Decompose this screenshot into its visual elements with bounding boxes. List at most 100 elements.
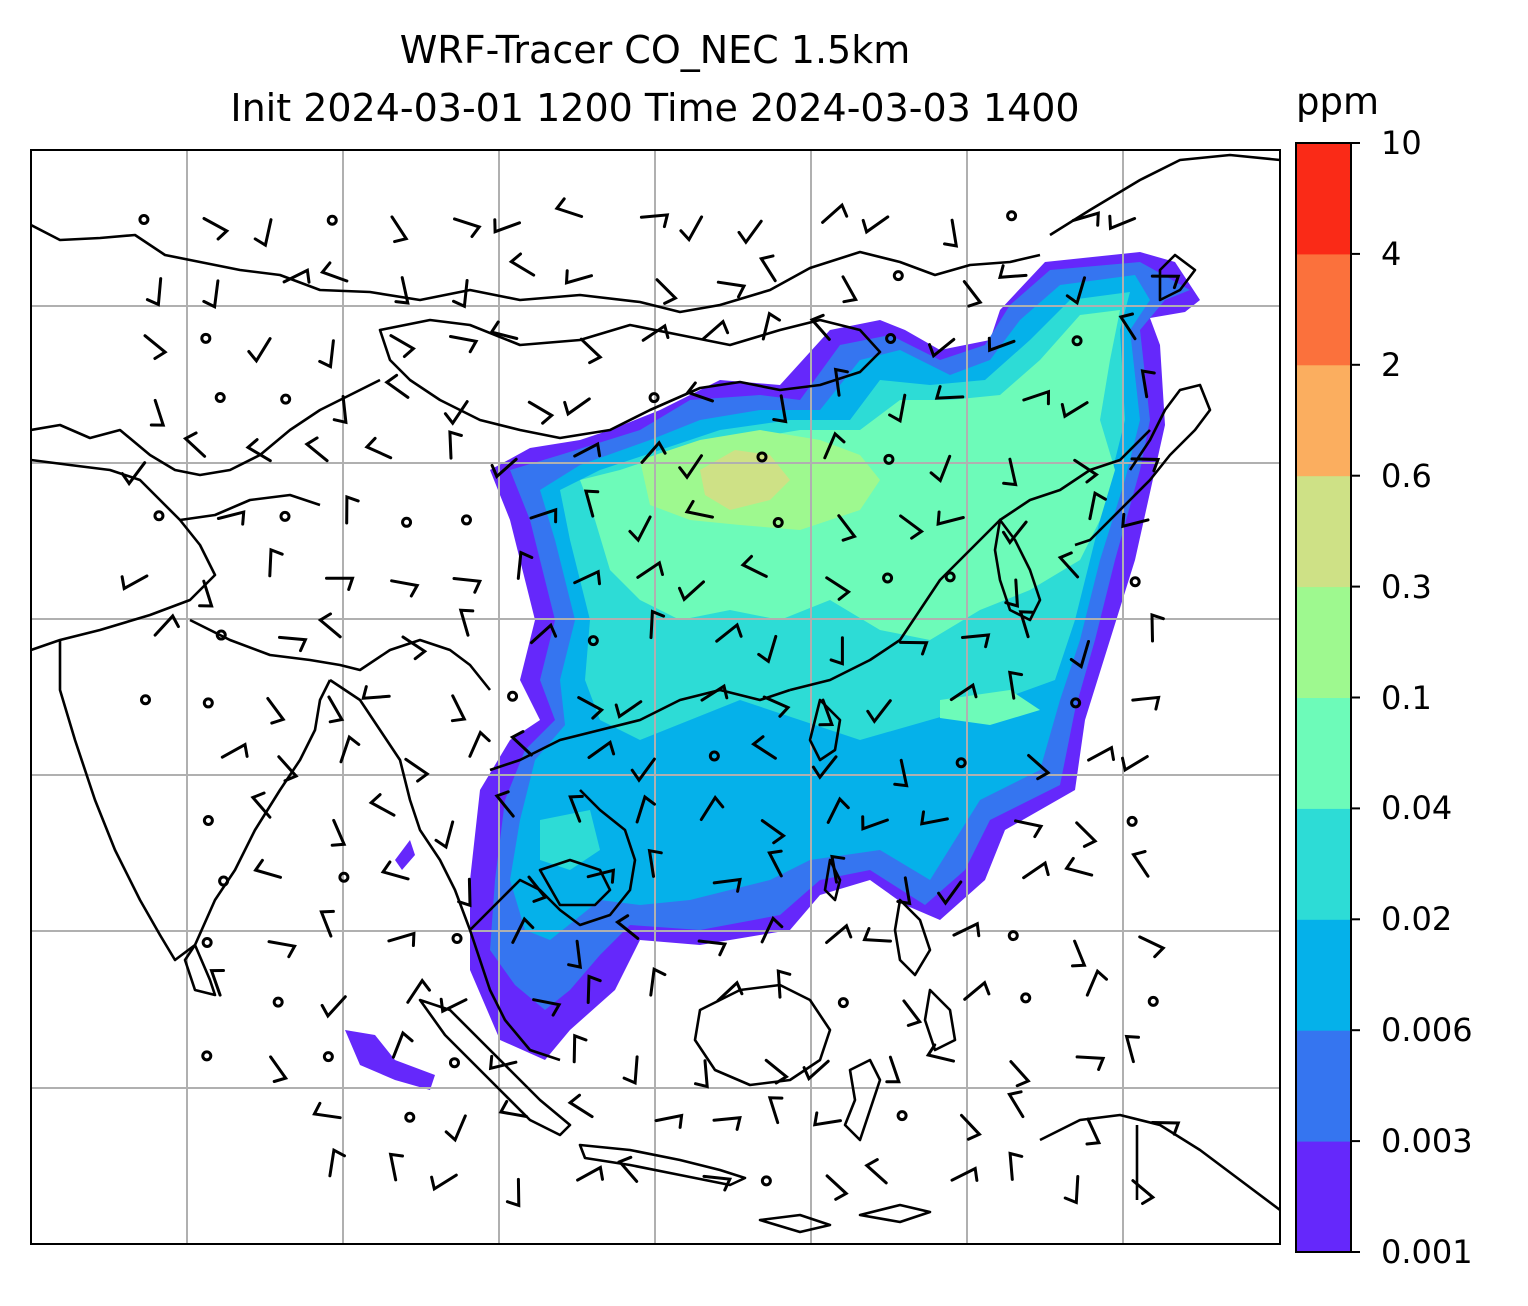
wind-barb	[767, 849, 783, 878]
wind-barb	[861, 215, 890, 235]
calm-wind-marker	[955, 757, 967, 769]
colorbar-tick-label: 0.006	[1381, 1011, 1473, 1050]
colorbar-tick-label: 0.001	[1381, 1233, 1473, 1271]
wind-barb	[1064, 856, 1094, 877]
wind-barb	[304, 436, 329, 463]
wind-barb	[929, 454, 952, 483]
calm-wind-marker	[587, 635, 599, 647]
colorbar-bin	[1296, 143, 1351, 255]
wind-barb	[567, 939, 583, 969]
wind-barb	[361, 685, 391, 700]
calm-wind-marker	[1007, 930, 1019, 942]
wind-barb	[384, 373, 410, 399]
map-title-line-1: WRF-Tracer CO_NEC 1.5km	[399, 28, 911, 72]
colorbar-tick-label: 0.6	[1381, 456, 1432, 495]
wind-barb	[1075, 821, 1098, 848]
wind-barb	[700, 683, 729, 702]
calm-wind-marker	[202, 815, 214, 827]
wind-barb	[1007, 670, 1024, 700]
wind-barb	[508, 252, 536, 277]
map-title-line-2: Init 2024-03-01 1200 Time 2024-03-03 140…	[230, 86, 1080, 130]
wind-barb	[1008, 1151, 1024, 1181]
wind-barb	[740, 554, 768, 578]
wind-barb	[586, 974, 602, 1004]
calm-wind-marker	[138, 213, 150, 225]
wind-barb	[1085, 1117, 1102, 1146]
calm-wind-marker	[708, 750, 720, 762]
calm-wind-marker	[882, 572, 894, 584]
wind-barb	[448, 430, 463, 460]
wind-barb	[387, 931, 416, 947]
calm-wind-marker	[896, 1110, 908, 1122]
calm-wind-marker	[451, 932, 463, 944]
wind-barb	[760, 915, 784, 944]
wind-barb	[1131, 1179, 1156, 1205]
wind-barb	[1085, 968, 1108, 997]
wind-barb	[332, 395, 348, 425]
calm-wind-marker	[837, 997, 849, 1009]
wind-barb	[449, 335, 479, 354]
wind-barb	[576, 1165, 604, 1182]
wind-barb	[701, 319, 730, 341]
calm-wind-marker	[214, 392, 226, 404]
wind-barb	[1018, 610, 1035, 639]
wind-barb	[936, 510, 965, 526]
colorbar-tick-label: 0.02	[1381, 900, 1453, 939]
colorbar-bin	[1296, 808, 1351, 920]
wind-barb	[699, 795, 725, 821]
wind-barb	[1004, 578, 1020, 608]
wind-barb	[829, 636, 844, 666]
wind-barb	[278, 635, 308, 653]
calm-wind-marker	[1071, 335, 1083, 347]
wind-barb	[715, 622, 743, 643]
wind-barb	[1124, 1034, 1140, 1064]
calm-wind-marker	[460, 514, 472, 526]
wind-barb	[198, 579, 214, 608]
colorbar-tick-label: 10	[1381, 124, 1422, 162]
wind-barb	[961, 633, 991, 649]
wind-barb	[1027, 754, 1051, 781]
colorbar-bin	[1296, 697, 1351, 809]
wind-barb	[864, 1158, 888, 1185]
wind-barb	[339, 734, 361, 764]
wind-barb	[1118, 312, 1137, 341]
calm-wind-marker	[401, 516, 413, 528]
wind-barb	[330, 818, 347, 847]
wind-barb	[825, 923, 853, 944]
wind-barb	[885, 1055, 901, 1084]
wind-barb	[267, 940, 297, 959]
wind-barb	[950, 1166, 979, 1182]
wind-barb	[490, 457, 518, 480]
wind-barb	[143, 334, 168, 360]
wind-barb	[640, 440, 667, 464]
wind-barb	[902, 999, 923, 1027]
calm-wind-marker	[1126, 815, 1138, 827]
wind-barb	[1060, 401, 1089, 419]
wind-barb	[318, 339, 335, 369]
colorbar-tick-label: 0.04	[1381, 789, 1453, 828]
wind-barb	[554, 197, 584, 218]
wind-barb	[1071, 211, 1100, 227]
calm-wind-marker	[883, 453, 895, 465]
calm-wind-marker	[760, 1175, 772, 1187]
wind-barb	[893, 758, 909, 788]
calm-wind-marker	[202, 697, 214, 709]
wind-barb	[319, 261, 349, 283]
wind-barb	[390, 579, 420, 598]
wind-barb	[928, 337, 956, 359]
wind-barb	[647, 848, 663, 878]
wind-barb	[282, 268, 311, 284]
wind-barb	[182, 431, 207, 458]
wind-barb	[1065, 276, 1086, 306]
wind-barb	[830, 854, 846, 884]
wind-barb	[1002, 457, 1018, 487]
colorbar-bin	[1296, 475, 1351, 588]
wind-barb	[998, 264, 1028, 279]
colorbar-bin	[1296, 919, 1351, 1031]
colorbar	[1295, 142, 1360, 1253]
wind-barb	[866, 699, 892, 724]
wind-barb	[153, 613, 180, 637]
wind-barb	[655, 278, 678, 305]
calm-wind-marker	[201, 937, 213, 949]
wind-barb	[697, 939, 728, 957]
